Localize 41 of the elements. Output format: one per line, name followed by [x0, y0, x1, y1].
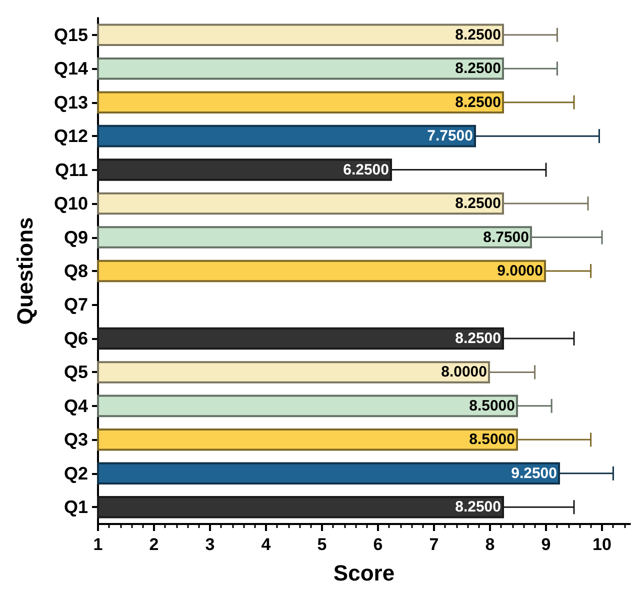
data-label: 8.2500: [455, 94, 501, 111]
x-tick-label: 8: [485, 535, 495, 554]
data-label: 8.2500: [455, 498, 501, 516]
y-tick-label: Q14: [54, 58, 88, 79]
data-label: 8.0000: [441, 364, 487, 381]
data-label: 9.2500: [511, 464, 557, 482]
data-label: 9.0000: [497, 262, 543, 280]
x-tick-label: 6: [373, 535, 383, 554]
data-label: 8.2500: [455, 26, 501, 44]
x-axis-title: Score: [333, 560, 395, 586]
y-tick-label: Q10: [54, 194, 88, 214]
x-tick-label: 2: [149, 535, 159, 554]
data-label: 8.5000: [469, 397, 515, 414]
data-label: 7.7500: [427, 128, 473, 145]
y-tick-label: Q13: [54, 92, 88, 112]
x-tick-label: 10: [592, 535, 612, 554]
data-label: 8.5000: [469, 431, 515, 448]
data-label: 8.2500: [455, 330, 501, 347]
y-tick-label: Q3: [64, 430, 88, 450]
x-tick-label: 3: [205, 535, 215, 554]
y-tick-label: Q6: [64, 328, 88, 348]
y-tick-label: Q15: [54, 24, 88, 45]
y-tick-label: Q7: [64, 294, 88, 315]
data-label: 6.2500: [343, 161, 389, 178]
y-axis-title: Questions: [12, 217, 38, 325]
x-tick-label: 4: [261, 535, 272, 554]
data-label: 8.2500: [455, 60, 501, 78]
y-tick-label: Q8: [64, 261, 88, 281]
y-tick-label: Q12: [54, 126, 88, 146]
x-tick-label: 9: [541, 535, 551, 554]
y-tick-label: Q1: [64, 497, 88, 518]
y-tick-label: Q4: [64, 396, 88, 416]
data-label: 8.7500: [483, 228, 529, 246]
y-tick-label: Q9: [64, 227, 88, 248]
y-tick-label: Q5: [64, 362, 88, 382]
data-label: 8.2500: [455, 195, 501, 212]
x-tick-label: 1: [93, 535, 103, 554]
y-tick-label: Q11: [54, 160, 88, 180]
y-tick-label: Q2: [64, 463, 88, 484]
x-tick-label: 7: [429, 535, 439, 554]
x-tick-label: 5: [317, 535, 327, 554]
